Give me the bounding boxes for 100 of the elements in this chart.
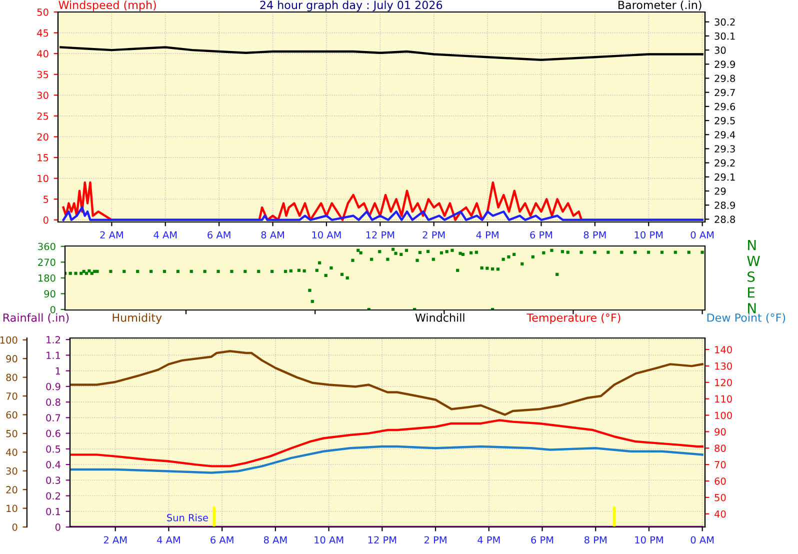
y2-tick-label: 1.1	[46, 352, 60, 359]
y-tick-label: 45	[37, 29, 48, 37]
y2-tick-label: 0.5	[46, 445, 60, 453]
y2-tick-label: 29.7	[714, 88, 735, 96]
text: W	[747, 256, 760, 266]
x-tick-label: 6 PM	[530, 231, 552, 239]
y2-tick-label: 29.9	[714, 60, 735, 68]
x-tick-label: 0 AM	[690, 536, 714, 544]
x-tick-label: 2 AM	[100, 231, 123, 238]
y-tick-label: 270	[38, 258, 56, 266]
y-tick-label: 20	[6, 486, 18, 494]
y2-tick-label: 29.1	[714, 173, 735, 181]
y2-tick-label: 29.8	[714, 74, 736, 82]
text: S	[748, 271, 755, 282]
y3-tick-label: 140	[715, 346, 732, 354]
text: Temperature (°F)	[526, 313, 620, 324]
y-tick-label: 50	[37, 8, 48, 16]
chart-title: 24 hour graph day : July 01 2026	[260, 0, 442, 12]
y2-tick-label: 0.2	[46, 492, 60, 500]
y2-tick-label: 0.3	[46, 476, 60, 484]
x-tick-label: 8 PM	[584, 536, 606, 544]
x-tick-label: 8 AM	[264, 536, 287, 544]
y2-tick-label: 29.4	[714, 131, 736, 138]
y-tick-label: 25	[37, 112, 48, 120]
y3-tick-label: 60	[714, 477, 726, 485]
y-tick-label: 180	[38, 274, 56, 282]
y2-tick-label: 0.4	[46, 461, 60, 468]
y2-tick-label: 0.1	[46, 508, 60, 516]
y3-tick-label: 100	[715, 412, 732, 420]
y-tick-label: 80	[6, 374, 18, 382]
x-tick-label: 0 AM	[690, 231, 714, 239]
y2-tick-label: 0	[55, 523, 60, 531]
y-tick-label: 60	[6, 411, 18, 419]
y-tick-label: 0	[43, 216, 48, 224]
y-tick-label: 40	[6, 448, 18, 456]
y2-tick-label: 28.8	[714, 216, 736, 224]
y-tick-label: 50	[6, 430, 18, 438]
y2-tick-label: 28.9	[714, 202, 735, 209]
x-tick-label: 8 AM	[261, 231, 284, 239]
y-tick-label: 35	[37, 70, 48, 78]
text: Dew Point (°F)	[707, 313, 786, 324]
y-tick-label: 90	[6, 355, 18, 362]
x-tick-label: 4 AM	[154, 231, 177, 238]
text: N	[748, 303, 756, 314]
line-series	[70, 419, 704, 468]
x-tick-label: 6 PM	[531, 536, 554, 544]
text: Windchill	[415, 313, 464, 322]
y3-tick-label: 40	[714, 510, 726, 518]
x-tick-label: 2 PM	[422, 231, 445, 238]
y2-tick-label: 0.6	[46, 430, 60, 438]
y2-tick-label: 30.2	[714, 18, 735, 26]
x-tick-label: 10 AM	[312, 231, 341, 239]
x-tick-label: 2 AM	[104, 536, 127, 544]
y2-tick-label: 0.9	[46, 382, 60, 390]
y2-tick-label: 29.3	[714, 145, 735, 153]
y2-tick-label: 29	[714, 187, 726, 195]
y3-tick-label: 110	[715, 395, 732, 403]
y3-tick-label: 80	[714, 444, 726, 452]
y-tick-label: 0	[50, 306, 56, 314]
y-axis-title: Windspeed (mph)	[58, 0, 156, 12]
text: Rainfall (.in)	[3, 313, 69, 324]
ref-line-label: Sun Rise	[167, 514, 208, 522]
y-tick-label: 0	[12, 523, 18, 531]
text: Humidity	[112, 313, 162, 324]
y3-tick-label: 130	[715, 362, 732, 370]
y2-tick-label: 1.2	[46, 336, 60, 344]
x-tick-label: 4 AM	[157, 536, 180, 544]
y2-tick-label: 29.6	[714, 102, 736, 110]
x-tick-label: 6 AM	[210, 536, 234, 544]
x-tick-label: 4 PM	[476, 231, 498, 238]
x-tick-label: 10 PM	[634, 231, 663, 239]
y2-tick-label: 0.7	[46, 414, 60, 422]
x-tick-label: 2 PM	[424, 536, 446, 544]
y2-tick-label: 30.1	[714, 32, 735, 40]
y-tick-label: 40	[37, 50, 48, 58]
x-tick-label: 4 PM	[478, 536, 500, 544]
text: N	[748, 240, 756, 250]
y3-tick-label: 120	[715, 378, 732, 386]
y-tick-label: 30	[6, 467, 18, 475]
y3-tick-label: 50	[714, 494, 726, 502]
y-tick-label: 5	[44, 196, 48, 203]
line-series	[62, 206, 704, 222]
y2-tick-label: 0.8	[46, 398, 60, 406]
x-tick-label: 8 PM	[584, 231, 606, 239]
y-tick-label: 360	[38, 242, 56, 250]
y3-tick-label: 90	[714, 428, 726, 436]
y-tick-label: 10	[38, 174, 48, 182]
x-tick-label: 12 PM	[366, 231, 394, 238]
y-tick-label: 15	[38, 154, 48, 162]
line-series	[70, 445, 704, 474]
y-tick-label: 10	[6, 504, 18, 512]
line-series	[70, 350, 704, 416]
y-tick-label: 90	[44, 290, 56, 298]
y-tick-label: 30	[37, 92, 48, 99]
x-tick-label: 10 AM	[314, 536, 344, 544]
x-tick-label: 12 PM	[368, 536, 396, 544]
text: E	[748, 287, 755, 298]
y2-axis-title: Barometer (.in)	[618, 0, 702, 10]
y-tick-label: 100	[0, 336, 18, 344]
y-tick-label: 70	[6, 392, 18, 400]
